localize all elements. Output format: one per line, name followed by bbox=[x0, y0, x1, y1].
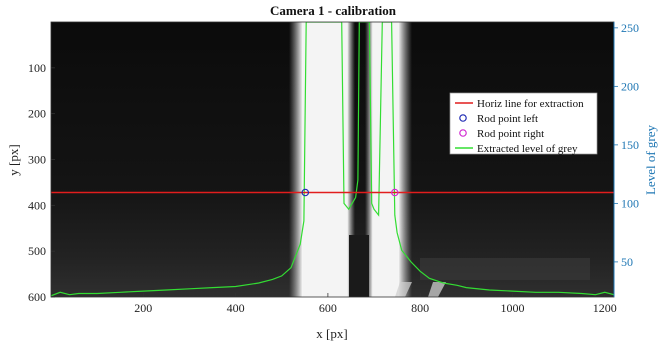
rod-left-image bbox=[303, 22, 347, 297]
rod-left-glow bbox=[289, 22, 303, 297]
right-y-tick-label: 150 bbox=[621, 138, 639, 152]
y-tick-label: 100 bbox=[28, 61, 46, 75]
right-y-tick-label: 200 bbox=[621, 79, 639, 93]
x-tick-label: 1200 bbox=[593, 301, 617, 315]
y-tick-label: 300 bbox=[28, 153, 46, 167]
rod-point-left-marker bbox=[301, 188, 310, 197]
rod-right-glow bbox=[398, 22, 412, 297]
x-axis-label: x [px] bbox=[316, 326, 347, 341]
x-tick-label: 800 bbox=[411, 301, 429, 315]
rod-left-edge bbox=[347, 22, 355, 297]
y-axis-label: y [px] bbox=[6, 144, 21, 175]
legend-marker-symbol bbox=[459, 129, 467, 137]
legend-entry-label: Horiz line for extraction bbox=[477, 98, 584, 110]
right-y-tick-label: 250 bbox=[621, 21, 639, 35]
y-tick-label: 600 bbox=[28, 290, 46, 304]
legend-box bbox=[449, 92, 598, 155]
right-y-tick-label: 100 bbox=[621, 196, 639, 210]
y-tick-label: 400 bbox=[28, 198, 46, 212]
legend-marker-symbol bbox=[459, 114, 467, 122]
background-shelf bbox=[420, 258, 590, 280]
chart-title: Camera 1 - calibration bbox=[270, 3, 397, 18]
grey-level-line bbox=[51, 22, 614, 297]
y-tick-label: 200 bbox=[28, 107, 46, 121]
reflection-streak bbox=[428, 282, 446, 297]
rod-point-right-marker bbox=[390, 188, 399, 197]
legend-entry-label: Extracted level of grey bbox=[477, 143, 578, 155]
legend-entry-label: Rod point right bbox=[477, 128, 544, 140]
x-tick-label: 400 bbox=[227, 301, 245, 315]
x-tick-label: 1000 bbox=[500, 301, 524, 315]
y-tick-label: 500 bbox=[28, 244, 46, 258]
reflection-streak bbox=[395, 282, 412, 297]
legend-entry-label: Rod point left bbox=[477, 113, 538, 125]
x-tick-label: 600 bbox=[319, 301, 337, 315]
plot-area bbox=[51, 22, 614, 297]
rod-right-edge bbox=[365, 22, 373, 297]
x-tick-label: 200 bbox=[134, 301, 152, 315]
right-y-axis-label: Level of grey bbox=[643, 124, 658, 195]
right-y-tick-label: 50 bbox=[621, 255, 633, 269]
rod-base-shadow bbox=[349, 235, 369, 297]
legend: Horiz line for extraction Rod point left R… bbox=[449, 92, 598, 155]
